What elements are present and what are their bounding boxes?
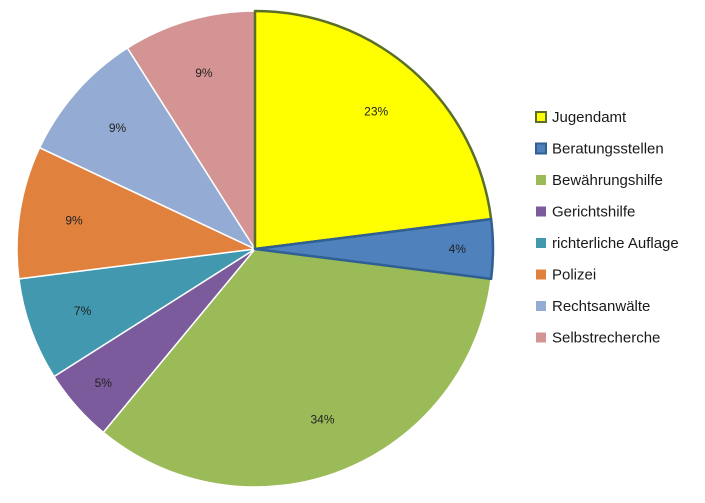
legend-label-jugendamt: Jugendamt: [552, 109, 627, 126]
slice-label-gerichtshilfe: 5%: [95, 376, 113, 390]
legend-label-beratungsstellen: Beratungsstellen: [552, 141, 664, 158]
slice-label-polizei: 9%: [65, 213, 83, 227]
pie-slices: [16, 9, 495, 488]
pie-slice-beratungsstellen: [253, 217, 495, 281]
legend-swatch-gerichtshilfe: [536, 206, 546, 217]
legend-label-bewahrungshilfe: Bewährungshilfe: [552, 172, 663, 189]
slice-label-rechtsanwalte: 9%: [109, 121, 127, 135]
legend-label-gerichtshilfe: Gerichtshilfe: [552, 204, 635, 221]
slice-labels: 23% 4% 34% 5% 7% 9% 9% 9%: [65, 66, 466, 426]
legend-label-selbstrecherche: Selbstrecherche: [552, 330, 660, 347]
slice-label-selbstrecherche: 9%: [195, 66, 213, 80]
slice-label-beratungsstellen: 4%: [449, 242, 467, 256]
slice-label-jugendamt: 23%: [364, 105, 388, 119]
legend-swatch-polizei: [536, 269, 546, 280]
legend: Jugendamt Beratungsstellen Bewährungshilfe…: [535, 109, 679, 347]
legend-swatch-beratungsstellen: [535, 142, 547, 155]
legend-swatch-bewahrungshilfe: [536, 175, 546, 185]
legend-label-rechtsanwalte: Rechtsanwälte: [552, 298, 650, 315]
pie-slice-polizei: [16, 146, 256, 280]
pie-slice-selbstrecherche: [126, 10, 256, 250]
legend-label-richterliche-auflage: richterliche Auflage: [552, 235, 679, 252]
pie-slice-bewahrungshilfe: [102, 248, 492, 488]
legend-swatch-selbstrecherche: [536, 332, 546, 343]
legend-swatch-rechtsanwalte: [536, 301, 546, 311]
slice-label-richterliche-auflage: 7%: [74, 304, 92, 318]
pie-slice-richterliche-auflage: [18, 248, 256, 378]
slice-label-bewahrungshilfe: 34%: [310, 412, 334, 426]
legend-swatch-richterliche-auflage: [536, 238, 546, 248]
pie-slice-rechtsanwalte: [38, 47, 256, 250]
pie-slice-jugendamt: [253, 9, 493, 251]
legend-label-polizei: Polizei: [552, 267, 596, 284]
legend-swatch-jugendamt: [535, 111, 547, 123]
